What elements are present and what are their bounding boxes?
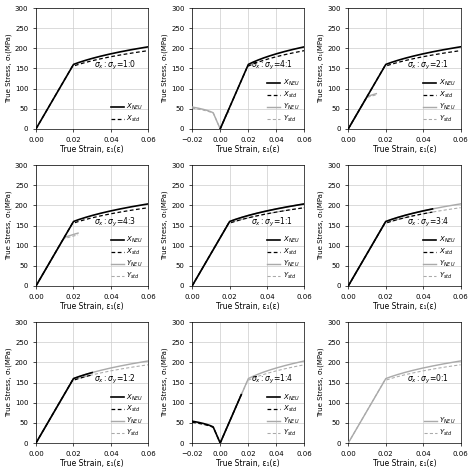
Legend: $X_{NEU}$, $X_{std}$, $Y_{NEU}$, $Y_{std}$: $X_{NEU}$, $X_{std}$, $Y_{NEU}$, $Y_{std… <box>267 235 300 281</box>
Y-axis label: True Stress, σ₁(MPa): True Stress, σ₁(MPa) <box>318 191 324 260</box>
Y-axis label: True Stress, σ₁(MPa): True Stress, σ₁(MPa) <box>6 348 12 418</box>
X-axis label: True Strain, ε₁(ε): True Strain, ε₁(ε) <box>60 459 124 468</box>
Y-axis label: True Stress, σ₁(MPa): True Stress, σ₁(MPa) <box>318 34 324 103</box>
Text: $\sigma_x:\sigma_y$=1:2: $\sigma_x:\sigma_y$=1:2 <box>94 373 136 386</box>
X-axis label: True Strain, ε₁(ε): True Strain, ε₁(ε) <box>60 302 124 311</box>
Text: $\sigma_x:\sigma_y$=0:1: $\sigma_x:\sigma_y$=0:1 <box>407 373 448 386</box>
Text: $\sigma_x:\sigma_y$=1:4: $\sigma_x:\sigma_y$=1:4 <box>251 373 293 386</box>
Legend: $X_{NEU}$, $X_{std}$, $Y_{NEU}$, $Y_{std}$: $X_{NEU}$, $X_{std}$, $Y_{NEU}$, $Y_{std… <box>423 235 456 281</box>
Y-axis label: True Stress, σ₁(MPa): True Stress, σ₁(MPa) <box>162 191 168 260</box>
Y-axis label: True Stress, σ₁(MPa): True Stress, σ₁(MPa) <box>318 348 324 418</box>
X-axis label: True Strain, ε₁(ε): True Strain, ε₁(ε) <box>217 146 280 155</box>
Legend: $X_{NEU}$, $X_{std}$, $Y_{NEU}$, $Y_{std}$: $X_{NEU}$, $X_{std}$, $Y_{NEU}$, $Y_{std… <box>111 392 144 438</box>
Legend: $X_{NEU}$, $X_{std}$, $Y_{NEU}$, $Y_{std}$: $X_{NEU}$, $X_{std}$, $Y_{NEU}$, $Y_{std… <box>423 78 456 124</box>
Text: $\sigma_x:\sigma_y$=4:1: $\sigma_x:\sigma_y$=4:1 <box>251 59 292 72</box>
X-axis label: True Strain, ε₁(ε): True Strain, ε₁(ε) <box>373 146 436 155</box>
Text: $\sigma_x:\sigma_y$=1:0: $\sigma_x:\sigma_y$=1:0 <box>94 59 137 72</box>
Legend: $Y_{NEU}$, $Y_{std}$: $Y_{NEU}$, $Y_{std}$ <box>424 416 456 438</box>
Y-axis label: True Stress, σ₁(MPa): True Stress, σ₁(MPa) <box>162 34 168 103</box>
Y-axis label: True Stress, σ₁(MPa): True Stress, σ₁(MPa) <box>6 34 12 103</box>
Y-axis label: True Stress, σ₁(MPa): True Stress, σ₁(MPa) <box>6 191 12 260</box>
X-axis label: True Strain, ε₁(ε): True Strain, ε₁(ε) <box>373 459 436 468</box>
Text: $\sigma_x:\sigma_y$=3:4: $\sigma_x:\sigma_y$=3:4 <box>407 216 449 229</box>
Legend: $X_{NEU}$, $X_{std}$, $Y_{NEU}$, $Y_{std}$: $X_{NEU}$, $X_{std}$, $Y_{NEU}$, $Y_{std… <box>267 78 300 124</box>
Text: $\sigma_x:\sigma_y$=1:1: $\sigma_x:\sigma_y$=1:1 <box>251 216 292 229</box>
Text: $\sigma_x:\sigma_y$=2:1: $\sigma_x:\sigma_y$=2:1 <box>407 59 448 72</box>
X-axis label: True Strain, ε₁(ε): True Strain, ε₁(ε) <box>60 146 124 155</box>
X-axis label: True Strain, ε₁(ε): True Strain, ε₁(ε) <box>217 459 280 468</box>
Y-axis label: True Stress, σ₁(MPa): True Stress, σ₁(MPa) <box>162 348 168 418</box>
Legend: $X_{NEU}$, $X_{std}$: $X_{NEU}$, $X_{std}$ <box>111 102 144 124</box>
X-axis label: True Strain, ε₁(ε): True Strain, ε₁(ε) <box>373 302 436 311</box>
X-axis label: True Strain, ε₁(ε): True Strain, ε₁(ε) <box>217 302 280 311</box>
Legend: $X_{NEU}$, $X_{std}$, $Y_{NEU}$, $Y_{std}$: $X_{NEU}$, $X_{std}$, $Y_{NEU}$, $Y_{std… <box>267 392 300 438</box>
Text: $\sigma_x:\sigma_y$=4:3: $\sigma_x:\sigma_y$=4:3 <box>94 216 137 229</box>
Legend: $X_{NEU}$, $X_{std}$, $Y_{NEU}$, $Y_{std}$: $X_{NEU}$, $X_{std}$, $Y_{NEU}$, $Y_{std… <box>111 235 144 281</box>
